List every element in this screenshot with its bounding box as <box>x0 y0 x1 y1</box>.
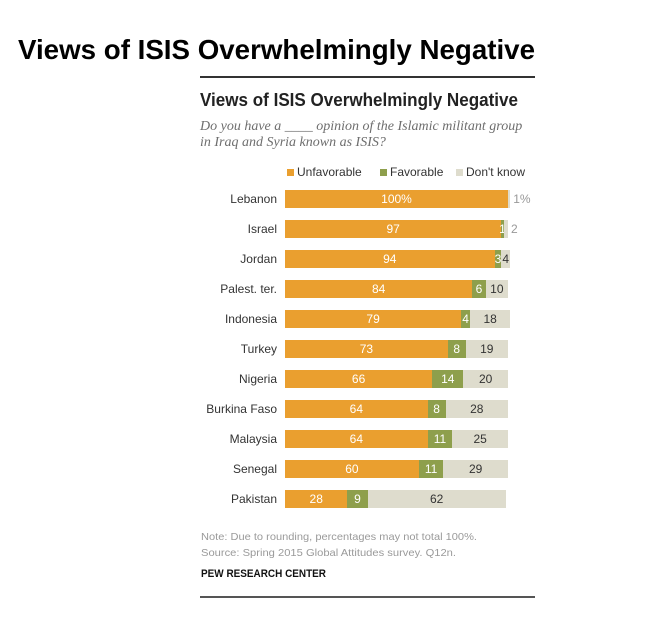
bar-segment-dont-know <box>485 280 508 298</box>
source-text: Source: Spring 2015 Global Attitudes sur… <box>201 547 456 559</box>
value-label-favorable: 8 <box>453 342 461 356</box>
category-label: Senegal <box>232 462 277 476</box>
page-title: Views of ISIS Overwhelmingly Negative <box>18 36 540 64</box>
value-label-favorable: 1 <box>499 222 506 236</box>
bar-segment-unfavorable <box>285 190 508 208</box>
bar-segment-unfavorable <box>285 490 348 508</box>
value-label-unfavorable: 100% <box>381 192 412 206</box>
bar-segment-favorable <box>461 310 471 328</box>
value-label-unfavorable: 97 <box>386 222 400 236</box>
credit-text: PEW RESEARCH CENTER <box>201 568 326 580</box>
category-label: Pakistan <box>230 492 277 506</box>
category-label: Israel <box>247 222 277 236</box>
value-label-unfavorable: 73 <box>359 342 374 356</box>
value-label-favorable: 8 <box>433 402 440 416</box>
bar-segment-favorable <box>427 430 453 448</box>
value-label-dont-know: 25 <box>473 432 487 446</box>
category-label: Indonesia <box>224 312 277 326</box>
value-label-dont-know: 20 <box>479 372 493 386</box>
pew-credit: PEW RESEARCH CENTER <box>201 567 339 581</box>
bar-segment-dont-know <box>443 460 508 478</box>
chart-title-text: Views of ISIS Overwhelmingly Negative <box>200 90 518 110</box>
bar-segment-unfavorable <box>285 460 419 478</box>
bar-segment-dont-know <box>367 490 506 508</box>
value-label-favorable: 6 <box>475 282 483 296</box>
bar-segment-favorable <box>418 460 444 478</box>
value-label-unfavorable: 60 <box>345 462 359 476</box>
bar-segment-favorable <box>447 340 466 358</box>
bar-segment-unfavorable <box>285 280 473 298</box>
bar-segment-dont-know <box>445 400 508 418</box>
category-label: Turkey <box>240 342 277 356</box>
legend-swatch-unfavorable <box>287 169 294 176</box>
value-label-unfavorable: 94 <box>383 252 397 266</box>
subtitle-line: in Iraq and Syria known as ISIS? <box>200 135 386 150</box>
bar-segment-dont-know <box>503 220 508 238</box>
value-label-dont-know: 28 <box>470 402 484 416</box>
value-label-unfavorable: 64 <box>349 402 364 416</box>
page-title-text: Views of ISIS Overwhelmingly Negative <box>18 34 535 65</box>
value-label-unfavorable: 79 <box>366 312 380 326</box>
legend-swatch-dont-know <box>456 169 463 176</box>
bar-segment-unfavorable <box>285 310 462 328</box>
legend-label: Don't know <box>466 165 525 179</box>
value-label-favorable: 11 <box>433 432 447 446</box>
category-label: Lebanon <box>230 192 277 206</box>
bar-segment-dont-know <box>463 370 508 388</box>
value-label-unfavorable: 64 <box>349 432 364 446</box>
chart-source: Source: Spring 2015 Global Attitudes sur… <box>201 546 456 560</box>
category-label: Palest. ter. <box>220 282 277 296</box>
value-label-dont-know: 18 <box>483 312 497 326</box>
value-label-dont-know: 62 <box>429 492 444 506</box>
bar-segment-dont-know <box>501 250 511 268</box>
bar-segment-dont-know <box>465 340 508 358</box>
value-label-dont-know: 2 <box>511 222 518 236</box>
value-label-unfavorable: 84 <box>371 282 386 296</box>
legend-swatch-favorable <box>380 169 387 176</box>
category-label: Malaysia <box>229 432 277 446</box>
value-label-unfavorable: 66 <box>351 372 366 386</box>
value-label-dont-know: 10 <box>490 282 504 296</box>
value-label-favorable: 9 <box>354 492 361 506</box>
bar-segment-favorable <box>501 220 504 238</box>
bar-segment-unfavorable <box>285 220 502 238</box>
bar-segment-unfavorable <box>285 340 448 358</box>
bar-segment-favorable <box>494 250 502 268</box>
top-divider <box>200 76 535 78</box>
bar-segment-dont-know <box>470 310 511 328</box>
value-label-dont-know: 19 <box>480 342 494 356</box>
value-label-dont-know: 29 <box>468 462 483 476</box>
bar-segment-unfavorable <box>285 430 428 448</box>
value-label-dont-know: 1% <box>513 192 531 206</box>
chart-subtitle: Do you have a ____ opinion of the Islami… <box>200 119 540 151</box>
bar-segment-unfavorable <box>285 250 495 268</box>
bar-segment-favorable <box>347 490 368 508</box>
bar-segment-favorable <box>427 400 446 418</box>
note-text: Note: Due to rounding, percentages may n… <box>201 531 477 543</box>
category-label: Jordan <box>240 252 277 266</box>
bar-segment-favorable <box>472 280 486 298</box>
value-label-favorable: 3 <box>494 252 502 266</box>
value-label-favorable: 11 <box>424 462 438 476</box>
bar-segment-unfavorable <box>285 370 433 388</box>
category-label: Burkina Faso <box>206 402 277 416</box>
bar-segment-favorable <box>432 370 464 388</box>
value-label-unfavorable: 28 <box>309 492 323 506</box>
bar-segment-dont-know <box>452 430 508 448</box>
legend-label: Favorable <box>390 165 444 179</box>
legend-label: Unfavorable <box>297 165 362 179</box>
bar-segment-dont-know <box>508 190 511 208</box>
bottom-divider <box>200 596 535 598</box>
subtitle-line: Do you have a ____ opinion of the Islami… <box>200 119 523 134</box>
category-label: Nigeria <box>238 372 277 386</box>
value-label-favorable: 14 <box>441 372 455 386</box>
value-label-favorable: 4 <box>462 312 469 326</box>
chart-title: Views of ISIS Overwhelmingly Negative <box>200 91 536 109</box>
chart-note: Note: Due to rounding, percentages may n… <box>201 530 477 544</box>
bar-segment-unfavorable <box>285 400 428 418</box>
value-label-dont-know: 4 <box>502 252 510 266</box>
